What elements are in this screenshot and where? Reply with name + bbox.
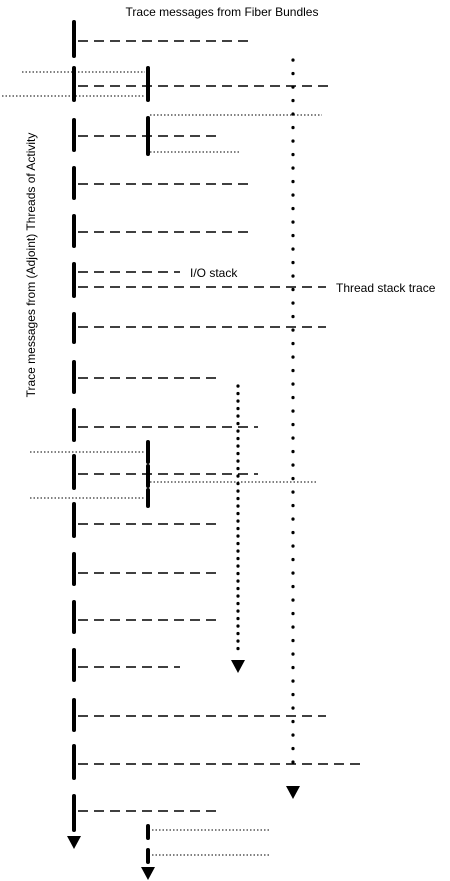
fiber-bundle-middle-arrowhead bbox=[231, 660, 245, 673]
thread-stack-trace-label: Thread stack trace bbox=[336, 281, 436, 295]
fiber-bundles-title: Trace messages from Fiber Bundles bbox=[126, 5, 319, 19]
main-thread-arrowhead bbox=[67, 836, 81, 849]
main-thread-traces bbox=[78, 40, 362, 812]
main-thread-line bbox=[67, 20, 81, 849]
adjoint-threads-label: Trace messages from (Adjoint) Threads of… bbox=[24, 133, 38, 398]
fiber-bundle-right-arrowhead bbox=[286, 786, 300, 799]
fiber-bundle-line-middle bbox=[231, 384, 245, 673]
secondary-thread-arrowhead bbox=[141, 867, 155, 880]
secondary-thread-bottom bbox=[141, 824, 155, 880]
incoming-dotted-traces bbox=[2, 71, 322, 856]
fiber-bundle-line-right bbox=[286, 58, 300, 799]
io-stack-label: I/O stack bbox=[190, 266, 238, 280]
